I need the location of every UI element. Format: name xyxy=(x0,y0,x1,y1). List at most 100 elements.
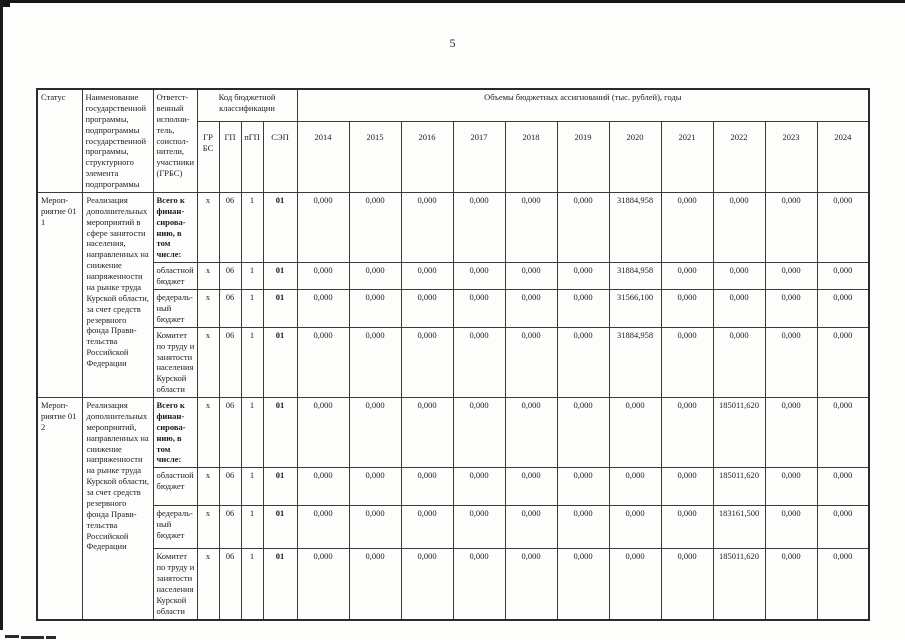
table-row: федераль-ный бюджет х 06 1 01 0,000 0,000 0,000… xyxy=(37,505,870,550)
value-cell-2024: 0,000 xyxy=(816,191,870,264)
value-cell-2023: 0,000 xyxy=(764,289,818,328)
code-cell: х xyxy=(196,326,220,399)
scan-artifact-top-edge xyxy=(0,0,905,3)
value-cell-2019: 0,000 xyxy=(556,262,610,291)
value-cell-2018: 0,000 xyxy=(504,191,558,264)
value-cell-2021: 0,000 xyxy=(660,505,714,550)
value-cell-2016: 0,000 xyxy=(400,396,454,469)
scan-artifact-left-edge xyxy=(0,0,3,630)
executor-cell: Всего к финан-сирова-нию, в том числе: xyxy=(152,396,198,469)
code-cell: 01 xyxy=(262,548,298,620)
value-cell-2014: 0,000 xyxy=(296,191,350,264)
executor-cell: Всего к финан-сирова-нию, в том числе: xyxy=(152,191,198,264)
code-cell: 1 xyxy=(240,191,264,264)
value-cell-2023: 0,000 xyxy=(764,467,818,507)
value-cell-2020: 0,000 xyxy=(608,505,662,550)
code-cell: х xyxy=(196,396,220,469)
value-cell-2021: 0,000 xyxy=(660,396,714,469)
value-cell-2014: 0,000 xyxy=(296,467,350,507)
code-cell: 1 xyxy=(240,505,264,550)
value-cell-2023: 0,000 xyxy=(764,396,818,469)
executor-cell: федераль-ный бюджет xyxy=(152,289,198,328)
value-cell-2017: 0,000 xyxy=(452,467,506,507)
col-header-budget-code: Код бюджетной классификации xyxy=(196,88,298,123)
value-cell-2018: 0,000 xyxy=(504,326,558,399)
col-header-code-3: СЭП xyxy=(262,121,298,193)
col-header-year-2022: 2022 xyxy=(712,121,766,193)
value-cell-2021: 0,000 xyxy=(660,326,714,399)
col-header-year-2018: 2018 xyxy=(504,121,558,193)
value-cell-2023: 0,000 xyxy=(764,191,818,264)
value-cell-2024: 0,000 xyxy=(816,396,870,469)
executor-cell: областной бюджет xyxy=(152,262,198,291)
value-cell-2019: 0,000 xyxy=(556,191,610,264)
value-cell-2015: 0,000 xyxy=(348,396,402,469)
code-cell: 1 xyxy=(240,262,264,291)
value-cell-2021: 0,000 xyxy=(660,191,714,264)
code-cell: х xyxy=(196,467,220,507)
col-header-year-2024: 2024 xyxy=(816,121,870,193)
program-name-cell: Реализация дополнительных мероприятий в … xyxy=(81,191,154,399)
value-cell-2015: 0,000 xyxy=(348,505,402,550)
col-header-code-0: ГР БС xyxy=(196,121,220,193)
code-cell: 06 xyxy=(218,191,242,264)
page-number: 5 xyxy=(449,36,456,50)
value-cell-2014: 0,000 xyxy=(296,289,350,328)
code-cell: 01 xyxy=(262,505,298,550)
value-cell-2016: 0,000 xyxy=(400,262,454,291)
table-header: Статус Наименование государственной прог… xyxy=(36,88,870,193)
value-cell-2019: 0,000 xyxy=(556,289,610,328)
value-cell-2016: 0,000 xyxy=(400,326,454,399)
col-header-year-2014: 2014 xyxy=(296,121,350,193)
value-cell-2014: 0,000 xyxy=(296,396,350,469)
value-cell-2017: 0,000 xyxy=(452,326,506,399)
code-cell: 01 xyxy=(262,467,298,507)
table-row: областной бюджет х 06 1 01 0,000 0,000 0,000 0,0… xyxy=(37,467,870,507)
value-cell-2020: 31566,100 xyxy=(608,289,662,328)
col-header-year-2020: 2020 xyxy=(608,121,662,193)
value-cell-2023: 0,000 xyxy=(764,326,818,399)
code-cell: 01 xyxy=(262,289,298,328)
value-cell-2020: 31884,958 xyxy=(608,326,662,399)
code-cell: х xyxy=(196,191,220,264)
code-cell: 1 xyxy=(240,326,264,399)
code-cell: 06 xyxy=(218,326,242,399)
code-cell: х xyxy=(196,505,220,550)
value-cell-2023: 0,000 xyxy=(764,548,818,620)
value-cell-2017: 0,000 xyxy=(452,548,506,620)
value-cell-2019: 0,000 xyxy=(556,467,610,507)
value-cell-2024: 0,000 xyxy=(816,326,870,399)
scan-artifact-bottom-dash xyxy=(21,636,44,639)
value-cell-2022: 0,000 xyxy=(712,262,766,291)
value-cell-2024: 0,000 xyxy=(816,548,870,620)
value-cell-2015: 0,000 xyxy=(348,467,402,507)
value-cell-2015: 0,000 xyxy=(348,262,402,291)
value-cell-2014: 0,000 xyxy=(296,505,350,550)
status-cell: Мероп-риятие 01 1 xyxy=(36,191,83,399)
value-cell-2022: 0,000 xyxy=(712,326,766,399)
value-cell-2021: 0,000 xyxy=(660,262,714,291)
code-cell: х xyxy=(196,262,220,291)
value-cell-2016: 0,000 xyxy=(400,289,454,328)
value-cell-2022: 0,000 xyxy=(712,191,766,264)
value-cell-2021: 0,000 xyxy=(660,548,714,620)
value-cell-2024: 0,000 xyxy=(816,262,870,291)
value-cell-2019: 0,000 xyxy=(556,396,610,469)
table-row: федераль-ный бюджет х 06 1 01 0,000 0,000 0,000… xyxy=(37,289,870,328)
col-header-code-1: ГП xyxy=(218,121,242,193)
table-row: областной бюджет х 06 1 01 0,000 0,000 0,000 0,0… xyxy=(37,262,870,291)
value-cell-2018: 0,000 xyxy=(504,289,558,328)
col-header-year-2021: 2021 xyxy=(660,121,714,193)
code-cell: 01 xyxy=(262,396,298,469)
value-cell-2024: 0,000 xyxy=(816,289,870,328)
value-cell-2017: 0,000 xyxy=(452,396,506,469)
value-cell-2019: 0,000 xyxy=(556,326,610,399)
scan-artifact-corner xyxy=(0,0,10,7)
code-cell: 1 xyxy=(240,396,264,469)
table-body: Мероп-риятие 01 1 Реализация дополнительн… xyxy=(36,191,870,620)
value-cell-2019: 0,000 xyxy=(556,505,610,550)
value-cell-2020: 31884,958 xyxy=(608,262,662,291)
value-cell-2020: 0,000 xyxy=(608,548,662,620)
executor-cell: областной бюджет xyxy=(152,467,198,507)
value-cell-2022: 0,000 xyxy=(712,289,766,328)
